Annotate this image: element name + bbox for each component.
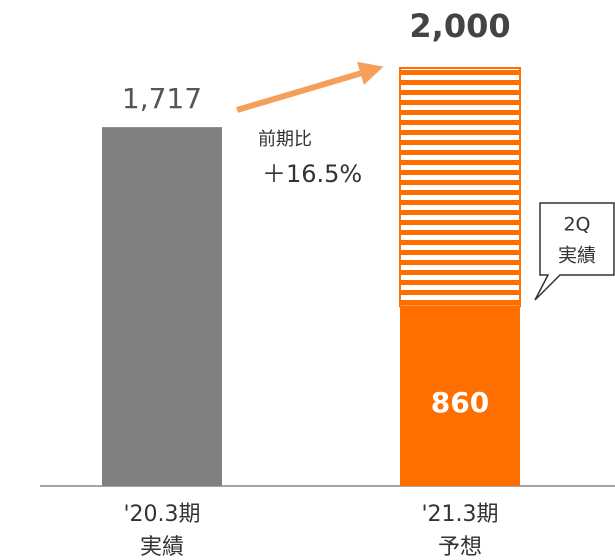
annotation: 前期比 <box>258 129 312 150</box>
total-label: 2,000 <box>409 7 510 45</box>
callout-box <box>534 202 615 301</box>
value-label: 860 <box>431 386 489 419</box>
bar <box>399 67 521 308</box>
x-tick-label: '21.3期 <box>421 502 498 527</box>
callout-text: 2Q <box>563 214 590 236</box>
x-tick-label: '20.3期 <box>123 502 200 527</box>
callout-text: 実績 <box>558 245 596 267</box>
growth-arrow <box>236 61 384 113</box>
value-label: 1,717 <box>122 82 202 115</box>
bar <box>400 306 520 486</box>
x-tick-label: 実績 <box>140 535 184 560</box>
x-tick-label: 予想 <box>438 535 482 560</box>
bar <box>102 127 222 486</box>
annotation: ＋16.5% <box>262 160 362 188</box>
